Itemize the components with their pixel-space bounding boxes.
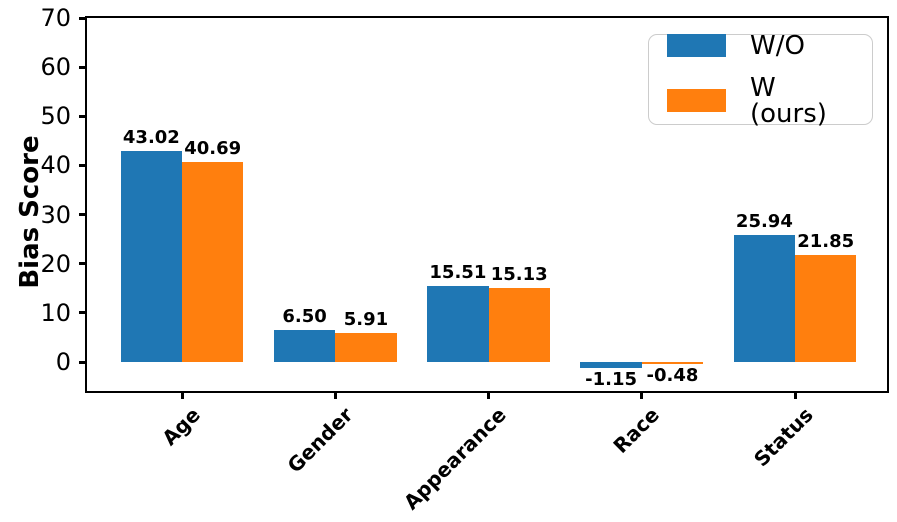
y-tick-label: 40 (40, 151, 71, 180)
x-tickmark (333, 391, 337, 399)
y-tickmark (79, 16, 87, 20)
x-tickmark (487, 391, 491, 399)
x-tickmark (180, 391, 184, 399)
y-tickmark (79, 213, 87, 217)
bar-status-w-o (733, 234, 796, 362)
bar-age-w-o (120, 150, 182, 362)
legend-item-w-ours: W (ours) (667, 75, 854, 127)
legend-label-w-o: W/O (750, 30, 805, 61)
bar-value-status-w-o: 25.94 (735, 210, 793, 232)
bar-value-gender-w-ours: 5.91 (343, 308, 389, 330)
bar-race-w-o (580, 362, 642, 368)
y-tickmark (79, 311, 87, 315)
bar-status-w-ours (795, 254, 857, 362)
bar-appearance-w-o (427, 285, 489, 362)
bar-age-w-ours (182, 162, 244, 362)
y-tickmark (79, 114, 87, 118)
bar-appearance-w-ours (488, 287, 550, 362)
y-tickmark (79, 360, 87, 364)
bar-value-appearance-w-ours: 15.13 (490, 263, 548, 285)
y-tick-label: 50 (40, 102, 71, 131)
y-tickmark (79, 65, 87, 69)
y-tick-label: 70 (40, 4, 71, 32)
legend-swatch-w-ours (667, 89, 726, 112)
y-tick-label: 30 (40, 200, 71, 229)
y-tickmark (79, 163, 87, 167)
y-tick-label: 60 (40, 53, 71, 82)
legend: W/O W (ours) (648, 33, 873, 127)
bar-gender-w-o (273, 330, 336, 362)
x-tickmark (640, 391, 644, 399)
y-tickmark (79, 262, 87, 266)
bar-value-age-w-ours: 40.69 (184, 138, 242, 160)
bar-value-age-w-o: 43.02 (122, 126, 180, 148)
y-tick-label: 10 (40, 298, 71, 327)
bar-value-gender-w-o: 6.50 (282, 306, 327, 328)
x-tick-label-gender: Gender (282, 402, 358, 478)
bar-value-race-w-o: -1.15 (585, 368, 638, 390)
bar-value-race-w-ours: -0.48 (646, 365, 699, 387)
x-tick-label-status: Status (748, 402, 818, 472)
x-tickmark (793, 391, 797, 399)
bar-value-appearance-w-o: 15.51 (429, 261, 487, 283)
legend-swatch-w-o (667, 34, 726, 57)
bar-value-status-w-ours: 21.85 (797, 230, 855, 252)
y-tick-label: 0 (55, 348, 71, 376)
bar-race-w-ours (641, 362, 704, 365)
x-tick-label-appearance: Appearance (399, 402, 512, 515)
y-tick-label: 20 (40, 249, 71, 278)
x-tick-label-age: Age (156, 402, 205, 451)
legend-item-w-o: W/O (667, 33, 854, 59)
bar-gender-w-ours (335, 332, 397, 362)
x-tick-label-race: Race (608, 402, 665, 458)
legend-label-w-ours: W (ours) (750, 72, 827, 129)
